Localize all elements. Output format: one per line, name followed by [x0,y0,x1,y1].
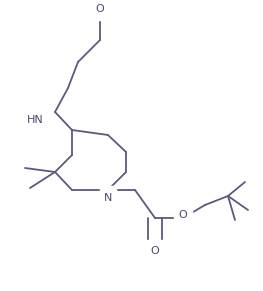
Text: N: N [104,193,112,203]
Bar [22,112,46,128]
Bar [88,6,112,20]
Text: O: O [96,4,104,14]
Bar [174,209,192,221]
Text: O: O [179,210,187,220]
Bar [146,240,164,252]
Text: HN: HN [27,115,44,125]
Bar [100,186,116,198]
Text: O: O [151,246,159,256]
